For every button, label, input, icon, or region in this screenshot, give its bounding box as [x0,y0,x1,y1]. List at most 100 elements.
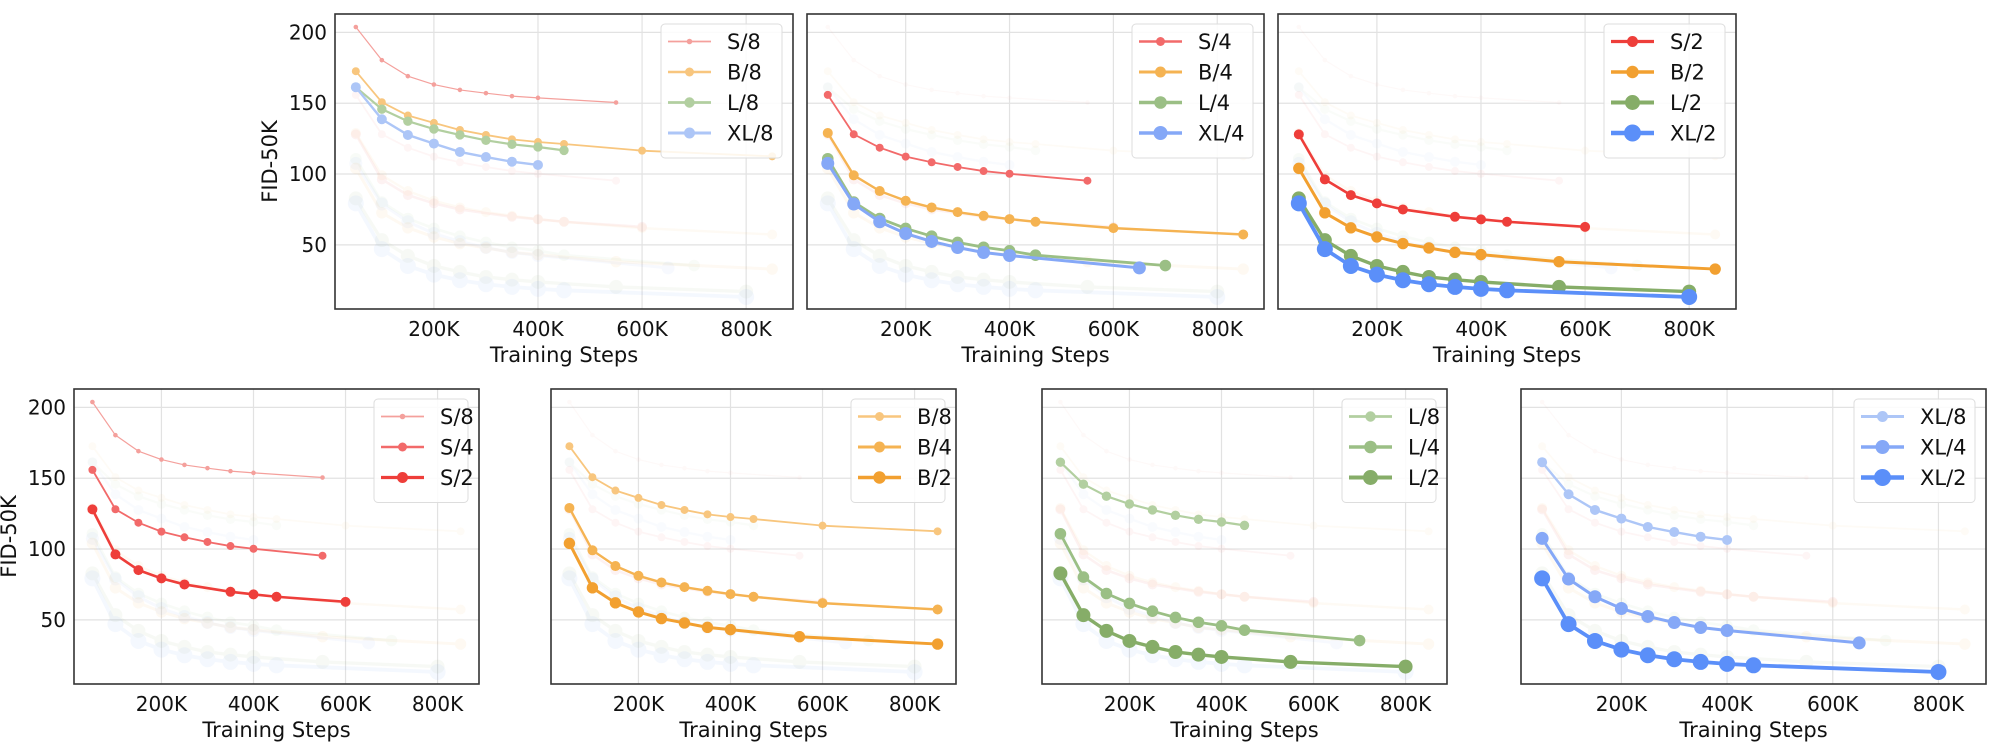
data-point [1535,531,1549,545]
data-point [848,114,859,125]
data-point [155,606,168,618]
data-point [817,598,828,609]
data-point [405,73,411,79]
data-point [610,255,622,268]
data-point [952,135,963,146]
legend: S/8 S/4 S/2 [373,398,474,503]
data-point [454,237,466,250]
data-point [1423,604,1434,615]
data-point [248,589,259,600]
data-point [1293,129,1304,140]
data-point [875,116,885,126]
data-point [1004,159,1015,170]
data-point [981,93,986,99]
data-point [134,518,143,527]
data-point [1098,632,1115,649]
series-line [354,202,747,299]
data-point [1556,100,1562,105]
data-point [1372,124,1382,134]
data-point [1236,657,1253,674]
subplot-3: 200K 400K 600K 800K Training Steps S/2 B/2 L/2 X… [1277,13,1737,367]
data-point [926,130,937,140]
data-point [1499,282,1515,299]
data-point [899,227,913,241]
x-tick-label: 600K [1288,692,1340,716]
data-point [1537,504,1548,515]
data-point [223,620,237,634]
data-point [1293,152,1305,165]
data-point [953,162,962,171]
series-line [354,162,669,270]
data-point [1288,475,1293,480]
data-point [1449,156,1460,167]
legend-item: S/4 [381,436,474,460]
data-point [532,248,544,261]
data-point [1293,162,1305,175]
data-point [429,663,446,680]
data-point [1239,591,1250,602]
data-point [656,521,667,532]
data-point [558,249,570,261]
data-point [610,491,621,501]
data-point [1055,457,1066,467]
series-line [90,577,438,674]
data-point [478,269,493,284]
data-point [1345,129,1356,140]
data-point [1616,513,1627,524]
data-point [1397,237,1409,250]
data-point [1555,176,1564,185]
series-line [1058,577,1406,674]
data-point [1290,195,1307,212]
data-point [825,24,831,30]
data-point [348,191,363,206]
data-point [638,146,647,155]
legend-item: S/8 [668,30,761,54]
faded-series [562,566,922,674]
data-point [506,156,517,167]
data-point [634,493,643,502]
data-point [456,527,465,536]
series-line [90,572,438,669]
data-point [1216,589,1227,600]
data-point [953,130,962,139]
data-point [1397,146,1408,157]
data-point [1639,647,1656,664]
legend-label: B/8 [917,405,952,429]
data-point [1695,514,1706,524]
data-point [1563,549,1574,560]
data-point [1078,479,1089,489]
data-point [223,647,238,662]
data-point [877,73,883,79]
data-point [379,57,385,63]
data-point [481,162,490,171]
legend-marker-swatch [1627,36,1638,47]
data-point [907,659,922,674]
data-point [200,616,214,630]
x-tick-label: 800K [1913,692,1965,716]
data-point [109,571,122,583]
data-point [952,207,963,218]
x-tick-label: 600K [797,692,849,716]
faded-series [1293,82,1486,170]
data-point [898,258,913,273]
data-point [428,222,440,235]
data-point [1398,659,1413,674]
data-point [532,214,543,225]
data-point [1398,125,1407,134]
data-point [1617,527,1626,536]
data-point [426,258,441,273]
data-point [400,248,415,263]
data-point [350,129,361,140]
data-point [452,264,467,279]
x-tick-label: 600K [320,692,372,716]
data-point [533,142,543,152]
series-line [1540,577,1939,674]
legend-marker-swatch [1626,65,1639,79]
data-point [846,233,861,248]
data-point [1215,619,1228,632]
legend-label: B/2 [1670,61,1705,85]
data-point [480,207,491,218]
plot-area [347,24,778,305]
data-point [362,636,376,650]
legend-label: XL/4 [1198,122,1245,146]
